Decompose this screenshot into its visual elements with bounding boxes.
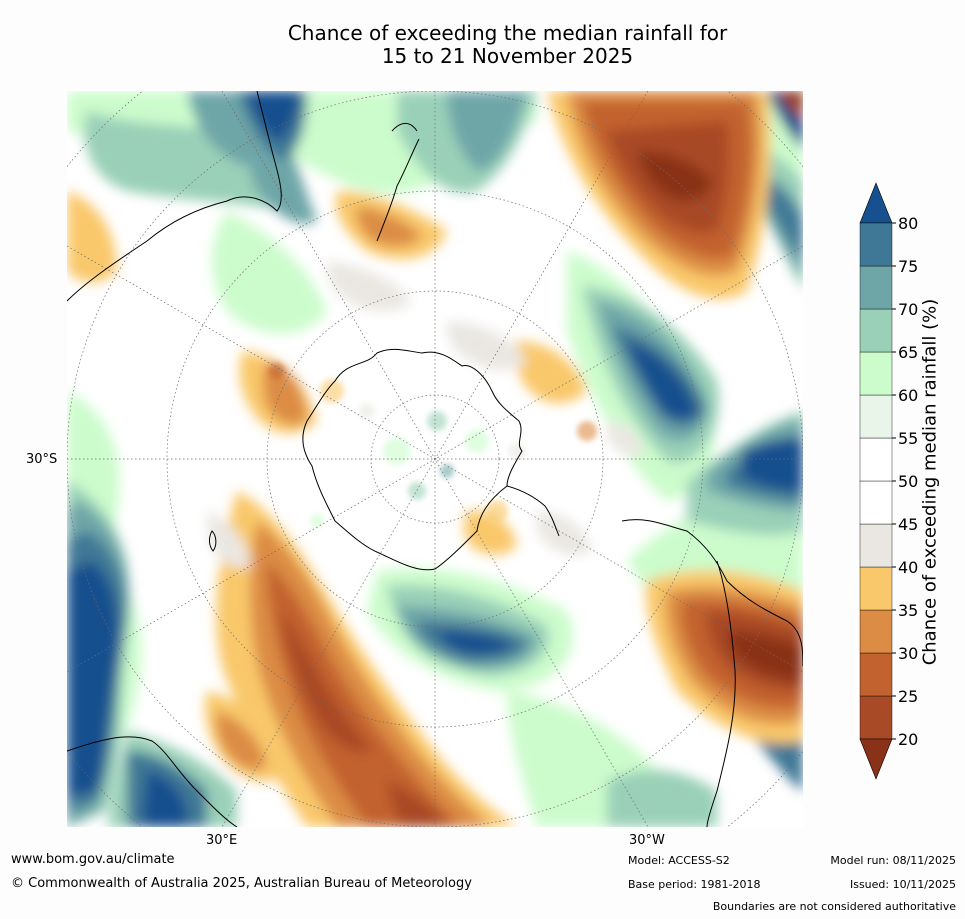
colorbar-segment-75-80 [859, 222, 893, 267]
colorbar-segment-30-35 [859, 609, 893, 654]
longitude-label-30e: 30°E [206, 833, 238, 848]
colorbar-title: Chance of exceeding median rainfall (%) [919, 298, 941, 666]
colorbar-tick-label-80: 80 [898, 214, 918, 233]
map-canvas [67, 91, 803, 827]
colorbar-segment-65-70 [859, 308, 893, 353]
base-period-text: Base period: 1981-2018 [628, 878, 761, 891]
colorbar-tick-label-75: 75 [898, 257, 918, 276]
colorbar-segment-25-30 [859, 652, 893, 697]
colorbar-segment-60-65 [859, 351, 893, 396]
issued-text: Issued: 10/11/2025 [849, 878, 956, 891]
boundaries-disclaimer: Boundaries are not considered authoritat… [712, 900, 956, 913]
graticule [67, 91, 803, 827]
model-run-text: Model run: 08/11/2025 [830, 854, 956, 867]
coastlines [67, 91, 803, 827]
colorbar-tick-label-40: 40 [898, 558, 918, 577]
copyright-text: © Commonwealth of Australia 2025, Austra… [11, 876, 472, 891]
colorbar-tick-label-35: 35 [898, 601, 918, 620]
colorbar-under-arrow [859, 738, 893, 780]
colorbar-segment-40-45 [859, 523, 893, 568]
colorbar-tick-label-60: 60 [898, 386, 918, 405]
colorbar-tick-label-55: 55 [898, 429, 918, 448]
colorbar-tick-label-20: 20 [898, 730, 918, 749]
colorbar-segment-70-75 [859, 265, 893, 310]
contour-noise [269, 363, 597, 528]
website-link[interactable]: www.bom.gov.au/climate [11, 852, 175, 867]
colorbar-tick-label-30: 30 [898, 644, 918, 663]
colorbar-tick-label-50: 50 [898, 472, 918, 491]
madagascar-coastline [209, 530, 217, 552]
model-text: Model: ACCESS-S2 [628, 854, 730, 867]
latitude-label-30s: 30°S [26, 452, 58, 467]
new-zealand-coastline [376, 123, 420, 242]
polar-rainfall-map[interactable] [67, 91, 803, 827]
colorbar-segment-55-60 [859, 394, 893, 439]
south-america-coastline [621, 519, 803, 827]
colorbar: 20 25 30 35 40 45 50 55 60 65 70 75 80 [859, 182, 918, 780]
probability-field [67, 91, 803, 827]
antarctic-peninsula [506, 485, 560, 537]
colorbar-segment-45-50 [859, 480, 893, 525]
title-line-2: 15 to 21 November 2025 [381, 44, 634, 68]
title-line-1: Chance of exceeding the median rainfall … [287, 21, 728, 45]
africa-coastline [67, 736, 238, 827]
map-title: Chance of exceeding the median rainfall … [0, 22, 965, 68]
colorbar-segment-20-25 [859, 695, 893, 740]
australia-coastline [67, 91, 282, 302]
colorbar-tick-label-45: 45 [898, 515, 918, 534]
colorbar-over-arrow [859, 182, 893, 224]
longitude-label-30w: 30°W [629, 833, 665, 848]
colorbar-tick-label-25: 25 [898, 687, 918, 706]
colorbar-tick-label-65: 65 [898, 343, 918, 362]
colorbar-segment-50-55 [859, 437, 893, 482]
colorbar-tick-label-70: 70 [898, 300, 918, 319]
colorbar-segment-35-40 [859, 566, 893, 611]
